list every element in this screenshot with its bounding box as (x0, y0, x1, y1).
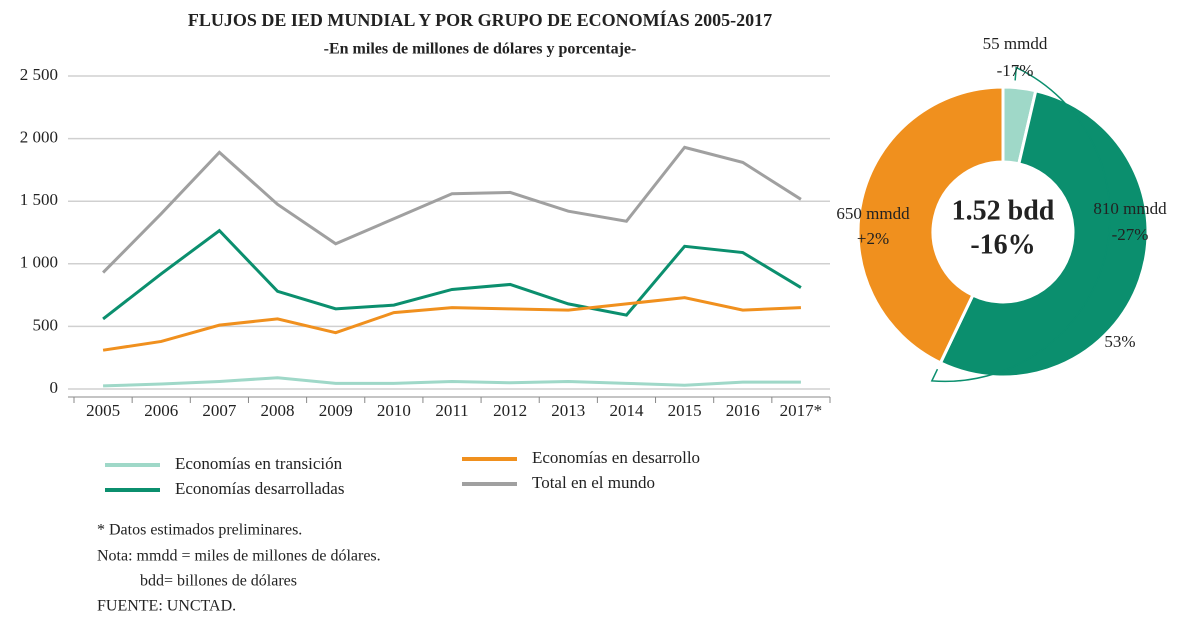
chart-subtitle: -En miles de millones de dólares y porce… (324, 41, 637, 58)
note: FUENTE: UNCTAD. (97, 598, 236, 615)
y-tick-label: 1 500 (20, 190, 58, 209)
x-tick-label: 2009 (319, 401, 353, 420)
x-tick-label: 2013 (551, 401, 585, 420)
note: * Datos estimados preliminares. (97, 522, 302, 539)
chart-title: FLUJOS DE IED MUNDIAL Y POR GRUPO DE ECO… (188, 9, 772, 30)
change-label: +2% (857, 229, 889, 248)
x-tick-label: 2011 (435, 401, 468, 420)
share-bracket (930, 66, 1111, 383)
y-tick-label: 0 (50, 378, 59, 397)
value-label: 650 mmdd (836, 204, 910, 223)
donut-slice (856, 85, 1005, 365)
y-tick-label: 1 000 (20, 253, 58, 272)
change-label: -17% (997, 61, 1034, 80)
x-tick-label: 2012 (493, 401, 527, 420)
legend-label: Economías desarrolladas (175, 479, 344, 498)
x-tick-label: 2007 (202, 401, 237, 420)
donut-slice (938, 88, 1150, 379)
series-line (102, 296, 801, 352)
x-tick-label: 2014 (609, 401, 644, 420)
value-label: 810 mmdd (1093, 199, 1167, 218)
change-label: -27% (1112, 225, 1149, 244)
legend-label: Economías en desarrollo (532, 448, 700, 467)
x-tick-label: 2010 (377, 401, 411, 420)
legend-label: Economías en transición (175, 454, 343, 473)
series-line (102, 145, 802, 274)
y-tick-label: 500 (33, 315, 59, 334)
series-line (102, 228, 802, 321)
x-tick-label: 2015 (668, 401, 702, 420)
y-tick-label: 2 000 (20, 128, 58, 147)
center-label: 1.52 bdd (952, 195, 1055, 226)
x-tick-label: 2008 (261, 401, 295, 420)
center-label: -16% (970, 229, 1035, 260)
x-tick-label: 2006 (144, 401, 178, 420)
y-tick-label: 2 500 (20, 65, 58, 84)
x-tick-label: 2005 (86, 401, 120, 420)
x-tick-label: 2016 (726, 401, 760, 420)
value-label: 55 mmdd (983, 34, 1048, 53)
x-tick-label: 2017* (780, 401, 823, 420)
note: Nota: mmdd = miles de millones de dólare… (97, 548, 381, 565)
series-line (103, 376, 801, 388)
share-label: 53% (1104, 332, 1135, 351)
note: bdd= billones de dólares (140, 573, 297, 590)
legend-label: Total en el mundo (532, 473, 655, 492)
